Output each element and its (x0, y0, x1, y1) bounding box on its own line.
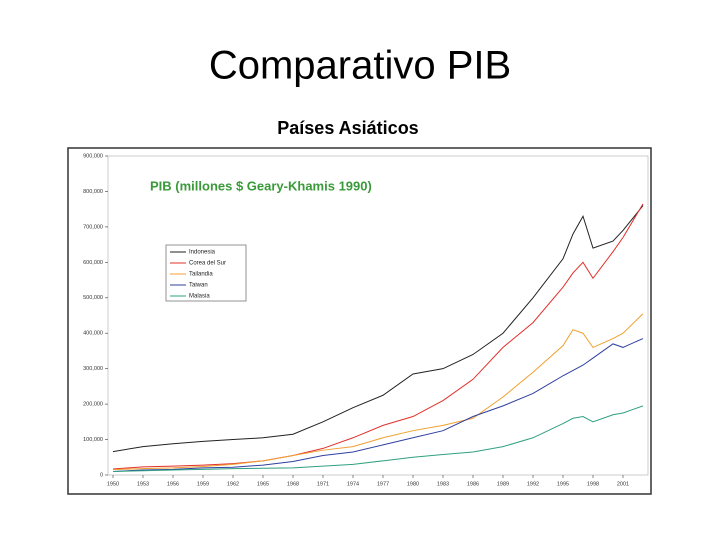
chart-frame (67, 147, 652, 495)
series-line (112, 338, 644, 472)
chart-title: PIB (millones $ Geary-Khamis 1990) (150, 178, 372, 193)
x-tick-label: 1974 (347, 481, 359, 487)
x-tick-label: 1962 (227, 481, 239, 487)
x-tick-label: 1971 (317, 481, 329, 487)
x-tick-label: 1965 (257, 481, 269, 487)
y-tick-label: 400,000 (83, 331, 103, 337)
legend (165, 244, 247, 302)
x-tick-label: 1995 (557, 481, 569, 487)
x-tick-label: 1992 (527, 481, 539, 487)
x-tick-label: 1998 (587, 481, 599, 487)
x-tick-label: 1977 (377, 481, 389, 487)
y-tick-label: 100,000 (83, 437, 103, 443)
legend-label: Corea del Sur (189, 261, 226, 267)
x-tick-label: 1956 (167, 481, 179, 487)
y-tick-label: 900,000 (83, 153, 103, 159)
x-tick-label: 1950 (107, 481, 119, 487)
slide-title: Comparativo PIB (209, 44, 511, 88)
y-tick-label: 0 (100, 472, 103, 478)
plot-area (107, 155, 649, 476)
y-tick-label: 200,000 (83, 402, 103, 408)
y-tick-label: 500,000 (83, 295, 103, 301)
x-tick-label: 1983 (437, 481, 449, 487)
x-tick-label: 1959 (197, 481, 209, 487)
series-line (112, 203, 644, 470)
x-tick-label: 1986 (467, 481, 479, 487)
legend-label: Taiwan (189, 283, 208, 289)
y-tick-label: 600,000 (83, 260, 103, 266)
y-tick-label: 700,000 (83, 224, 103, 230)
y-tick-label: 800,000 (83, 189, 103, 195)
y-tick-label: 300,000 (83, 366, 103, 372)
legend-label: Indonesia (189, 250, 216, 256)
legend-label: Malasia (189, 294, 210, 300)
legend-label: Tailandia (189, 272, 213, 278)
series-line (112, 405, 644, 472)
series-line (112, 205, 644, 453)
series-line (112, 313, 644, 471)
x-tick-label: 1968 (287, 481, 299, 487)
x-tick-label: 2001 (617, 481, 629, 487)
x-tick-label: 1980 (407, 481, 419, 487)
slide-subtitle: Países Asiáticos (277, 118, 418, 138)
x-tick-label: 1953 (137, 481, 149, 487)
x-tick-label: 1989 (497, 481, 509, 487)
